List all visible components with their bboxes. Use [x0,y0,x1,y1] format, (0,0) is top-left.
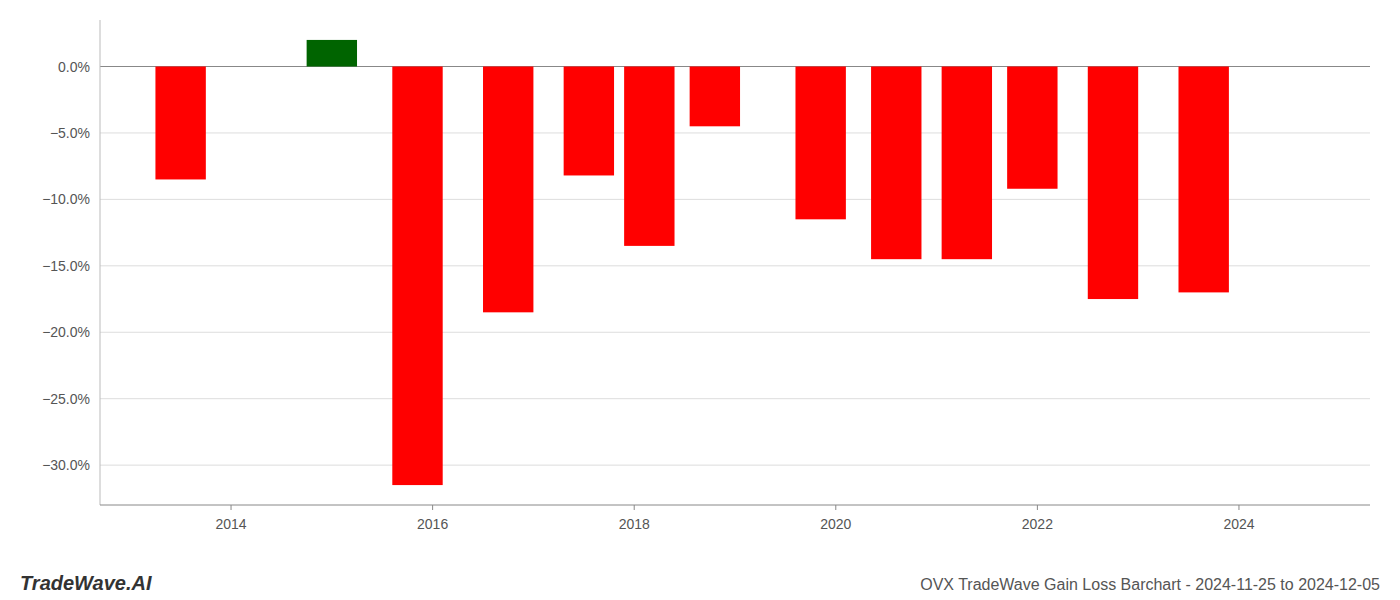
x-tick [835,505,836,510]
bars [155,40,1228,485]
x-tick-label: 2014 [215,516,246,532]
y-tick-label: 0.0% [58,59,90,75]
bar [564,67,614,176]
y-tick-label: −20.0% [42,324,90,340]
bar [795,67,845,220]
bar [1007,67,1057,189]
background [0,0,1400,600]
x-tick [231,505,232,510]
title: OVX TradeWave Gain Loss Barchart - 2024-… [920,576,1380,593]
x-tick [1037,505,1038,510]
x-tick [1238,505,1239,510]
y-axis: 0.0% −5.0% −10.0% −15.0% −20.0% −25.0% −30.0% [42,20,100,505]
chart: 0.0% −5.0% −10.0% −15.0% −20.0% −25.0% −30.0% 2… [0,0,1400,600]
x-tick-label: 2024 [1223,516,1254,532]
bar [871,67,921,260]
grid-line [100,465,1370,466]
bar [392,67,442,486]
bar [307,40,357,67]
x-tick-label: 2022 [1022,516,1053,532]
y-tick-label: −30.0% [42,457,90,473]
watermark: TradeWave.AI [20,572,152,594]
bar [483,67,533,313]
bar [624,67,674,246]
grid [100,67,1370,466]
x-axis-line [100,505,1370,506]
bar [155,67,205,180]
x-tick-label: 2018 [619,516,650,532]
y-tick-label: −15.0% [42,258,90,274]
x-tick-label: 2020 [820,516,851,532]
bar [942,67,992,260]
x-axis: 2014 2016 2018 2020 2022 2024 [100,505,1370,532]
y-tick-label: −10.0% [42,191,90,207]
y-tick-label: −25.0% [42,391,90,407]
grid-line [100,332,1370,333]
y-axis-line [100,20,101,505]
bar [1088,67,1138,300]
grid-line [100,398,1370,399]
x-tick-label: 2016 [417,516,448,532]
bar [1178,67,1228,293]
y-tick-label: −5.0% [50,125,90,141]
x-tick [432,505,433,510]
x-tick [634,505,635,510]
bar [690,67,740,127]
